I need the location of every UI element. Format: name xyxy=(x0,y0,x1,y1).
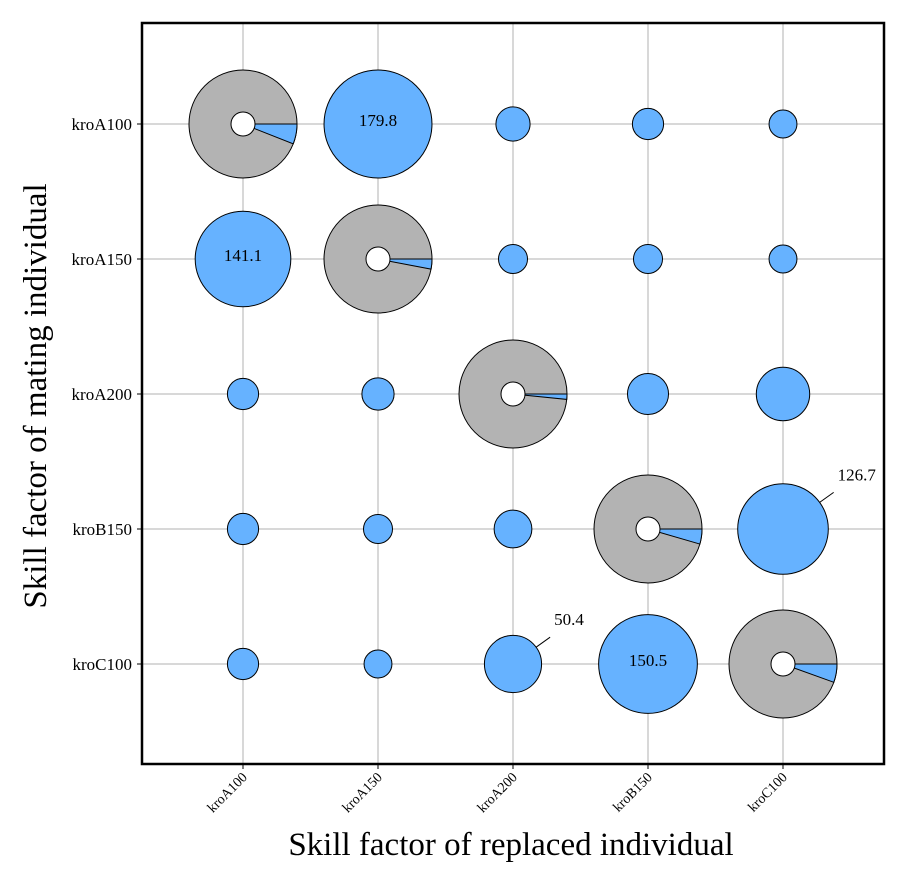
cell-kroA100-kroC100 xyxy=(768,109,798,139)
y-tick-label: kroA100 xyxy=(72,115,132,134)
cell-kroC100-kroC100 xyxy=(728,609,838,719)
y-axis-ticks: kroA100 kroA150 kroA200 kroB150 kroC100 xyxy=(72,115,142,674)
x-axis-title: Skill factor of replaced individual xyxy=(288,827,733,863)
cell-kroA200-kroA200 xyxy=(458,339,568,449)
cell-kroA100-kroB150 xyxy=(631,107,665,141)
cell-kroA150-kroA100: 141.1 xyxy=(194,210,292,308)
cell-kroB150-kroB150 xyxy=(593,474,703,584)
pie-center-hole xyxy=(365,246,391,272)
cell-kroC100-kroA100 xyxy=(226,647,260,681)
pie-center-hole xyxy=(500,381,526,407)
bubble xyxy=(495,106,531,142)
callout-line xyxy=(535,636,551,648)
y-tick-label: kroC100 xyxy=(73,655,133,674)
cell-kroB150-kroA100 xyxy=(226,512,260,546)
bubble xyxy=(631,107,665,141)
bubble-value-label: 50.4 xyxy=(554,610,584,629)
pie-transfer-slice xyxy=(512,393,568,400)
callout-line xyxy=(819,491,834,503)
cell-kroA200-kroA100 xyxy=(226,377,260,411)
bubble xyxy=(493,509,533,549)
cell-kroB150-kroC100: 126.7 xyxy=(737,465,877,575)
cell-kroA200-kroA150 xyxy=(361,377,395,411)
bubble xyxy=(363,649,393,679)
cell-kroA100-kroA150: 179.8 xyxy=(323,69,433,179)
cell-kroA200-kroC100 xyxy=(755,366,811,422)
cell-kroB150-kroA150 xyxy=(362,513,394,545)
bubble-value-label: 141.1 xyxy=(224,246,262,265)
pie-center-hole xyxy=(635,516,661,542)
bubble xyxy=(598,614,698,714)
bubble xyxy=(194,210,292,308)
pie-transfer-slice xyxy=(377,258,433,270)
bubble xyxy=(755,366,811,422)
cell-kroA100-kroA100 xyxy=(188,69,298,179)
pie-transfer-slice xyxy=(647,528,703,545)
pie-center-hole xyxy=(230,111,256,137)
pie-transfer-slice xyxy=(242,123,298,145)
cell-kroC100-kroA150 xyxy=(363,649,393,679)
cell-kroA150-kroB150 xyxy=(632,243,664,275)
bubble xyxy=(768,109,798,139)
bubble xyxy=(626,372,670,416)
bubble-value-label: 126.7 xyxy=(838,465,877,484)
bubble xyxy=(632,243,664,275)
cell-kroA150-kroA150 xyxy=(323,204,433,314)
cell-kroA150-kroC100 xyxy=(768,244,798,274)
bubble xyxy=(323,69,433,179)
y-tick-label: kroB150 xyxy=(73,520,133,539)
cell-kroC100-kroB150: 150.5 xyxy=(598,614,698,714)
chart-marks: 179.8 141.1 126.7 50.4 150.5 xyxy=(188,69,877,719)
bubble xyxy=(497,243,529,275)
bubble xyxy=(361,377,395,411)
bubble xyxy=(226,647,260,681)
bubble xyxy=(737,483,829,575)
y-axis-title: Skill factor of mating individual xyxy=(18,183,54,608)
bubble xyxy=(362,513,394,545)
cell-kroA150-kroA200 xyxy=(497,243,529,275)
bubble xyxy=(226,512,260,546)
bubble-value-label: 150.5 xyxy=(629,651,667,670)
bubble-value-label: 179.8 xyxy=(359,111,397,130)
y-tick-label: kroA150 xyxy=(72,250,132,269)
cell-kroC100-kroA200: 50.4 xyxy=(483,610,584,694)
y-tick-label: kroA200 xyxy=(72,385,132,404)
pie-center-hole xyxy=(770,651,796,677)
cell-kroB150-kroA200 xyxy=(493,509,533,549)
bubble xyxy=(483,634,543,694)
bubble xyxy=(768,244,798,274)
cell-kroA100-kroA200 xyxy=(495,106,531,142)
bubble xyxy=(226,377,260,411)
cell-kroA200-kroB150 xyxy=(626,372,670,416)
pie-transfer-slice xyxy=(782,663,838,683)
